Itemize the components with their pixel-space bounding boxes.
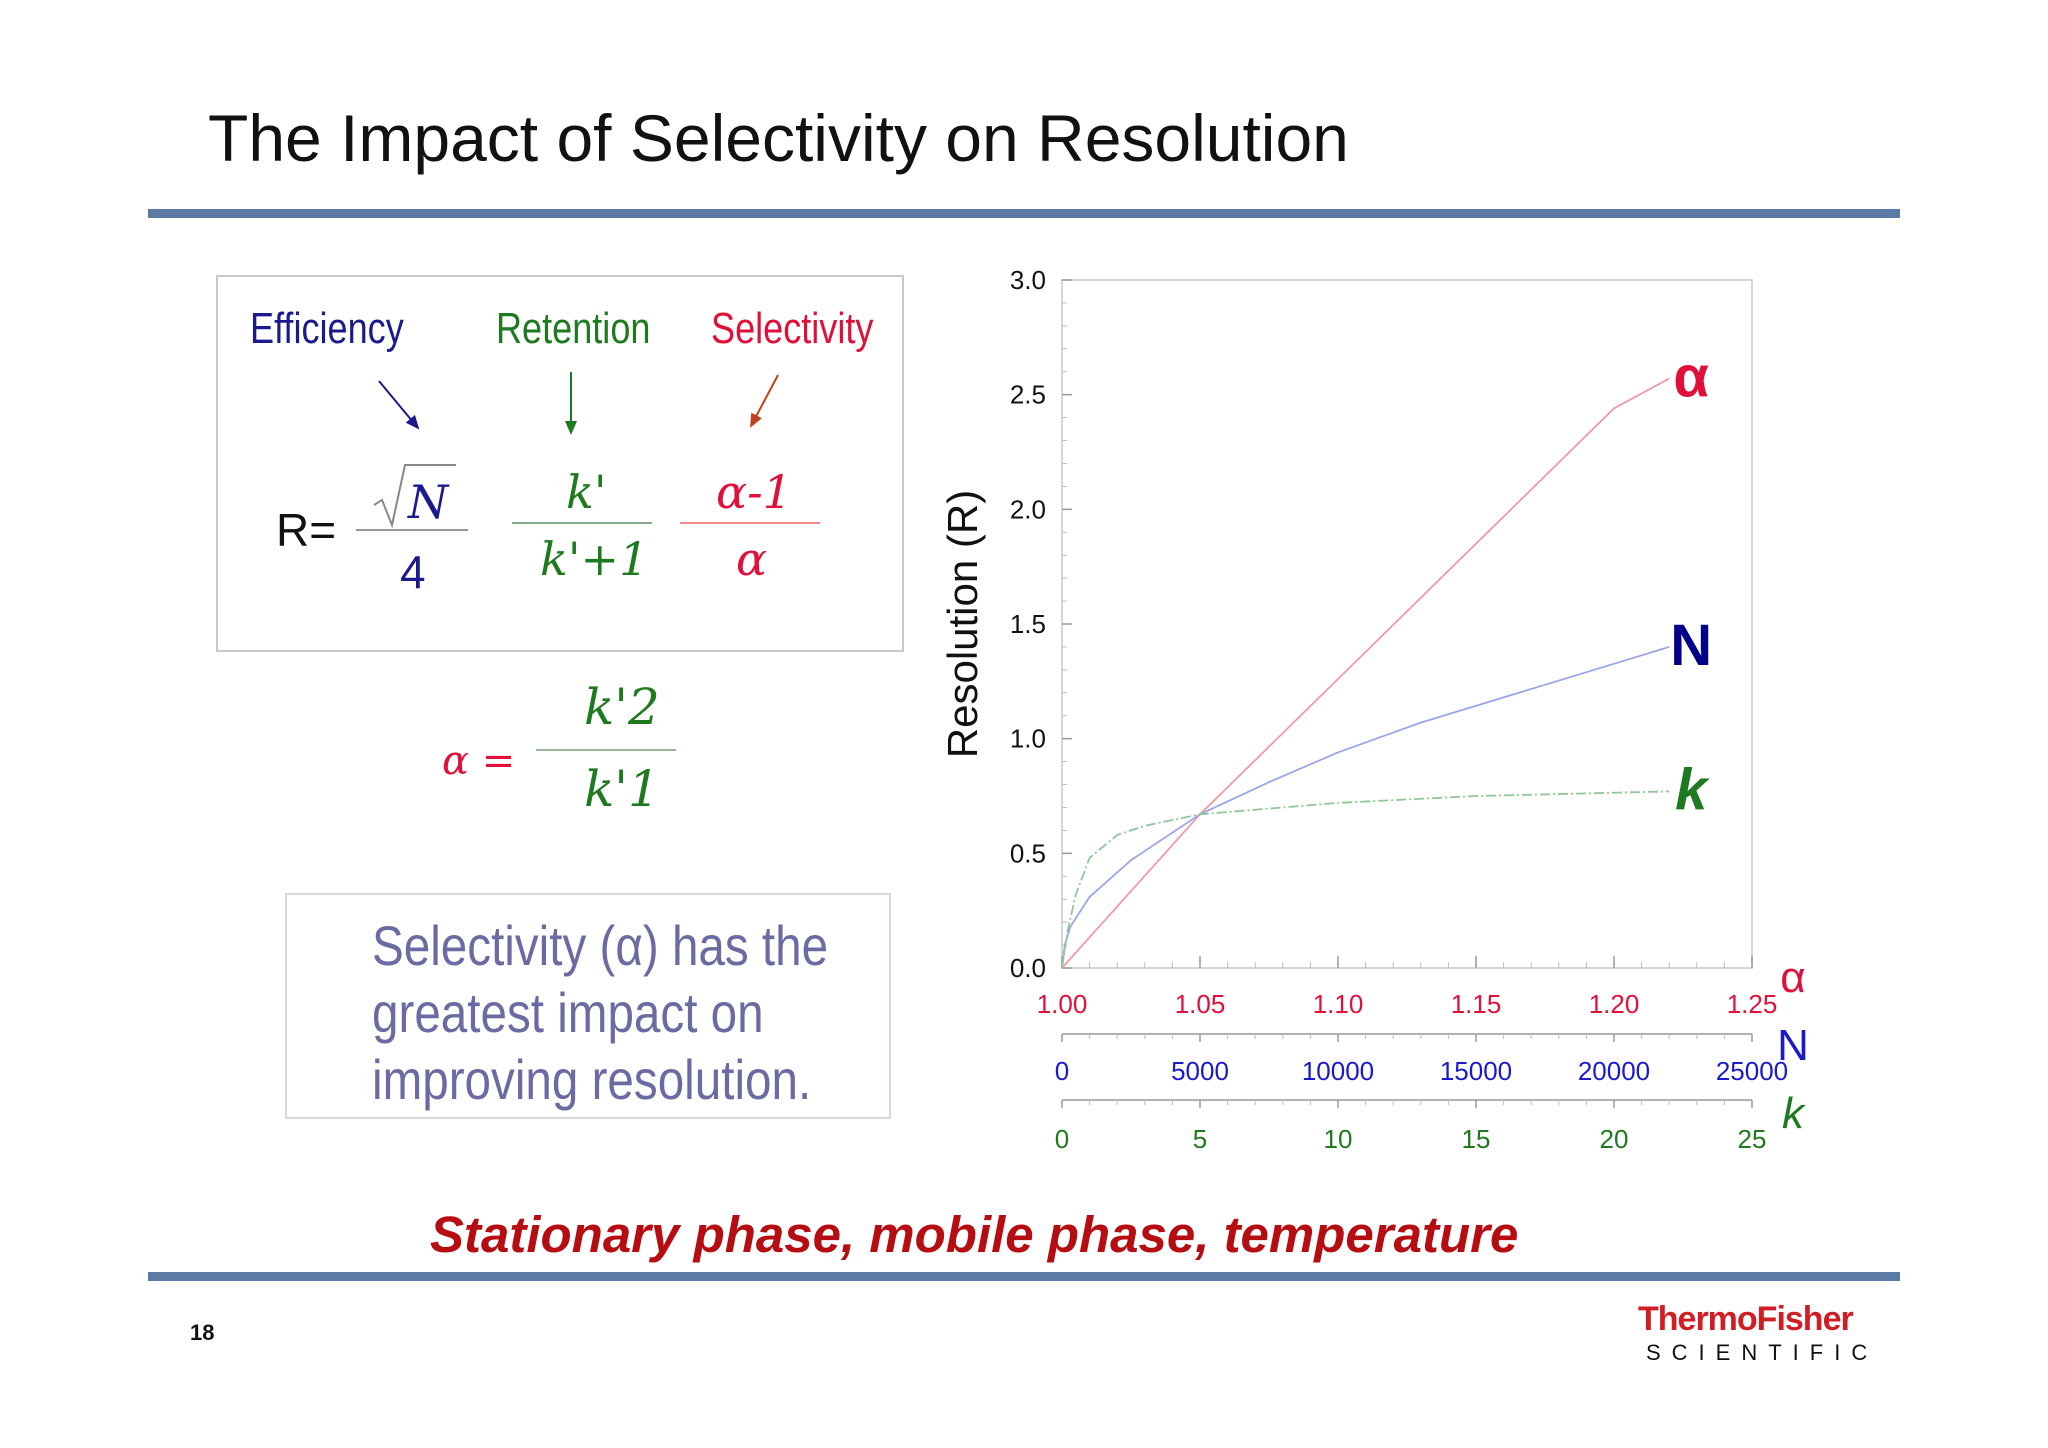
x-axis-k-name: k xyxy=(1782,1089,1806,1138)
x-axis-n-tick-label: 20000 xyxy=(1578,1056,1650,1086)
y-tick-label: 1.5 xyxy=(1010,609,1046,639)
series-n-label: N xyxy=(1670,613,1712,678)
page-title: The Impact of Selectivity on Resolution xyxy=(208,101,1349,175)
y-tick-label: 0.5 xyxy=(1010,838,1046,868)
x-axis-k-tick-label: 20 xyxy=(1600,1124,1629,1154)
y-tick-label: 2.0 xyxy=(1010,494,1046,524)
selectivity-denominator: α xyxy=(736,532,768,586)
x-axis-k-tick-label: 10 xyxy=(1324,1124,1353,1154)
y-tick-label: 2.5 xyxy=(1010,380,1046,410)
x-axis-n-tick-label: 5000 xyxy=(1171,1056,1229,1086)
company-logo-subtitle: SCIENTIFIC xyxy=(1646,1340,1879,1365)
top-divider xyxy=(148,209,1900,218)
x-axis-alpha-tick-label: 1.25 xyxy=(1727,989,1778,1019)
page-number: 18 xyxy=(190,1320,215,1345)
x-axis-alpha-tick-label: 1.20 xyxy=(1589,989,1640,1019)
x-axis-n-tick-label: 25000 xyxy=(1716,1056,1788,1086)
x-axis-alpha-name: α xyxy=(1780,953,1805,1002)
selectivity-label: Selectivity xyxy=(711,304,874,353)
x-axis-k-tick-label: 0 xyxy=(1055,1124,1069,1154)
x-axis-n-tick-label: 0 xyxy=(1055,1056,1069,1086)
selectivity-numerator: α-1 xyxy=(716,465,792,519)
company-logo-wordmark: ThermoFisher xyxy=(1638,1300,1854,1338)
formula-arrows xyxy=(356,372,820,531)
plot-area xyxy=(1061,279,1753,969)
y-axis-title: Resolution (R) xyxy=(939,490,986,758)
series-k-line xyxy=(1061,790,1670,969)
alpha-definition-lhs: α = xyxy=(442,738,516,784)
x-axis-n-tick-label: 10000 xyxy=(1302,1056,1374,1086)
alpha-denominator: k'1 xyxy=(584,760,660,818)
x-axis-k-tick-label: 5 xyxy=(1193,1124,1207,1154)
x-axis-alpha-tick-label: 1.00 xyxy=(1037,989,1088,1019)
selectivity-arrow xyxy=(750,374,779,428)
y-tick-label: 1.0 xyxy=(1010,724,1046,754)
series-alpha-line xyxy=(1061,377,1670,969)
x-axis-alpha-tick-label: 1.10 xyxy=(1313,989,1364,1019)
series-n-line xyxy=(1061,646,1670,969)
resolution-lhs: R= xyxy=(276,504,337,556)
alpha-numerator: k'2 xyxy=(584,678,660,736)
x-axis-k-tick-label: 15 xyxy=(1462,1124,1491,1154)
x-axis-alpha-tick-label: 1.05 xyxy=(1175,989,1226,1019)
sqrt-sign xyxy=(373,464,456,529)
y-tick-label: 3.0 xyxy=(1010,265,1046,295)
efficiency-arrow xyxy=(378,380,420,430)
bottom-divider xyxy=(148,1272,1900,1281)
key-point-text: Selectivity (α) has the greatest impact … xyxy=(372,914,829,1111)
retention-label: Retention xyxy=(496,304,651,353)
efficiency-denominator: 4 xyxy=(400,546,426,598)
x-axis-n-tick-label: 15000 xyxy=(1440,1056,1512,1086)
y-tick-label: 0.0 xyxy=(1010,953,1046,983)
series-k-label: k xyxy=(1675,757,1710,822)
x-axis-alpha-tick-label: 1.15 xyxy=(1451,989,1502,1019)
efficiency-label: Efficiency xyxy=(250,304,404,353)
retention-denominator: k'+1 xyxy=(540,532,649,586)
x-axis-k-tick-label: 25 xyxy=(1738,1124,1767,1154)
resolution-equation-box xyxy=(216,275,904,652)
retention-numerator: k' xyxy=(566,465,607,519)
x-axis-n-name: N xyxy=(1777,1021,1809,1070)
alpha-fraction-bar xyxy=(536,749,676,751)
series-alpha-label: α xyxy=(1673,345,1709,410)
efficiency-numerator: N xyxy=(408,475,449,529)
footer-statement: Stationary phase, mobile phase, temperat… xyxy=(430,1206,1519,1263)
key-point-box xyxy=(285,893,891,1119)
